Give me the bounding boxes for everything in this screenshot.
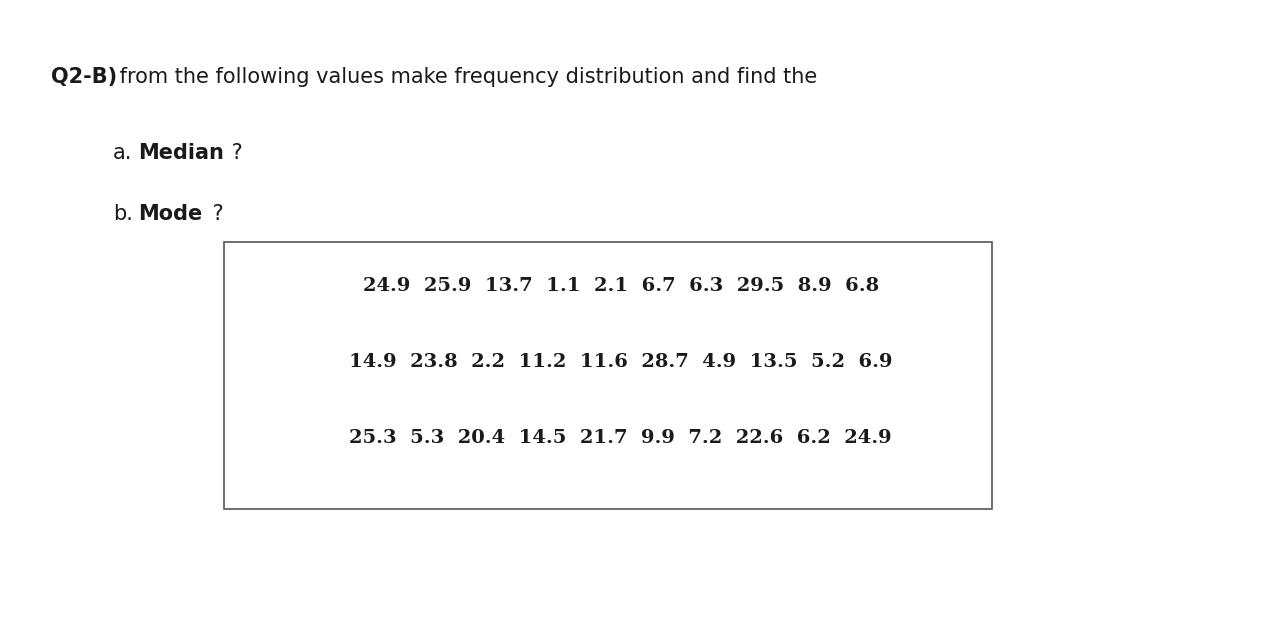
Text: Q2-B): Q2-B): [51, 67, 118, 86]
Text: ?: ?: [225, 143, 243, 163]
Text: b.: b.: [113, 204, 133, 223]
Text: 24.9  25.9  13.7  1.1  2.1  6.7  6.3  29.5  8.9  6.8: 24.9 25.9 13.7 1.1 2.1 6.7 6.3 29.5 8.9 …: [362, 277, 879, 294]
FancyBboxPatch shape: [224, 242, 992, 509]
Text: 25.3  5.3  20.4  14.5  21.7  9.9  7.2  22.6  6.2  24.9: 25.3 5.3 20.4 14.5 21.7 9.9 7.2 22.6 6.2…: [349, 429, 892, 447]
Text: Median: Median: [138, 143, 224, 163]
Text: from the following values make frequency distribution and find the: from the following values make frequency…: [113, 67, 817, 86]
Text: ?: ?: [206, 204, 224, 223]
Text: 14.9  23.8  2.2  11.2  11.6  28.7  4.9  13.5  5.2  6.9: 14.9 23.8 2.2 11.2 11.6 28.7 4.9 13.5 5.…: [349, 353, 892, 371]
Text: Mode: Mode: [138, 204, 202, 223]
Text: a.: a.: [113, 143, 132, 163]
